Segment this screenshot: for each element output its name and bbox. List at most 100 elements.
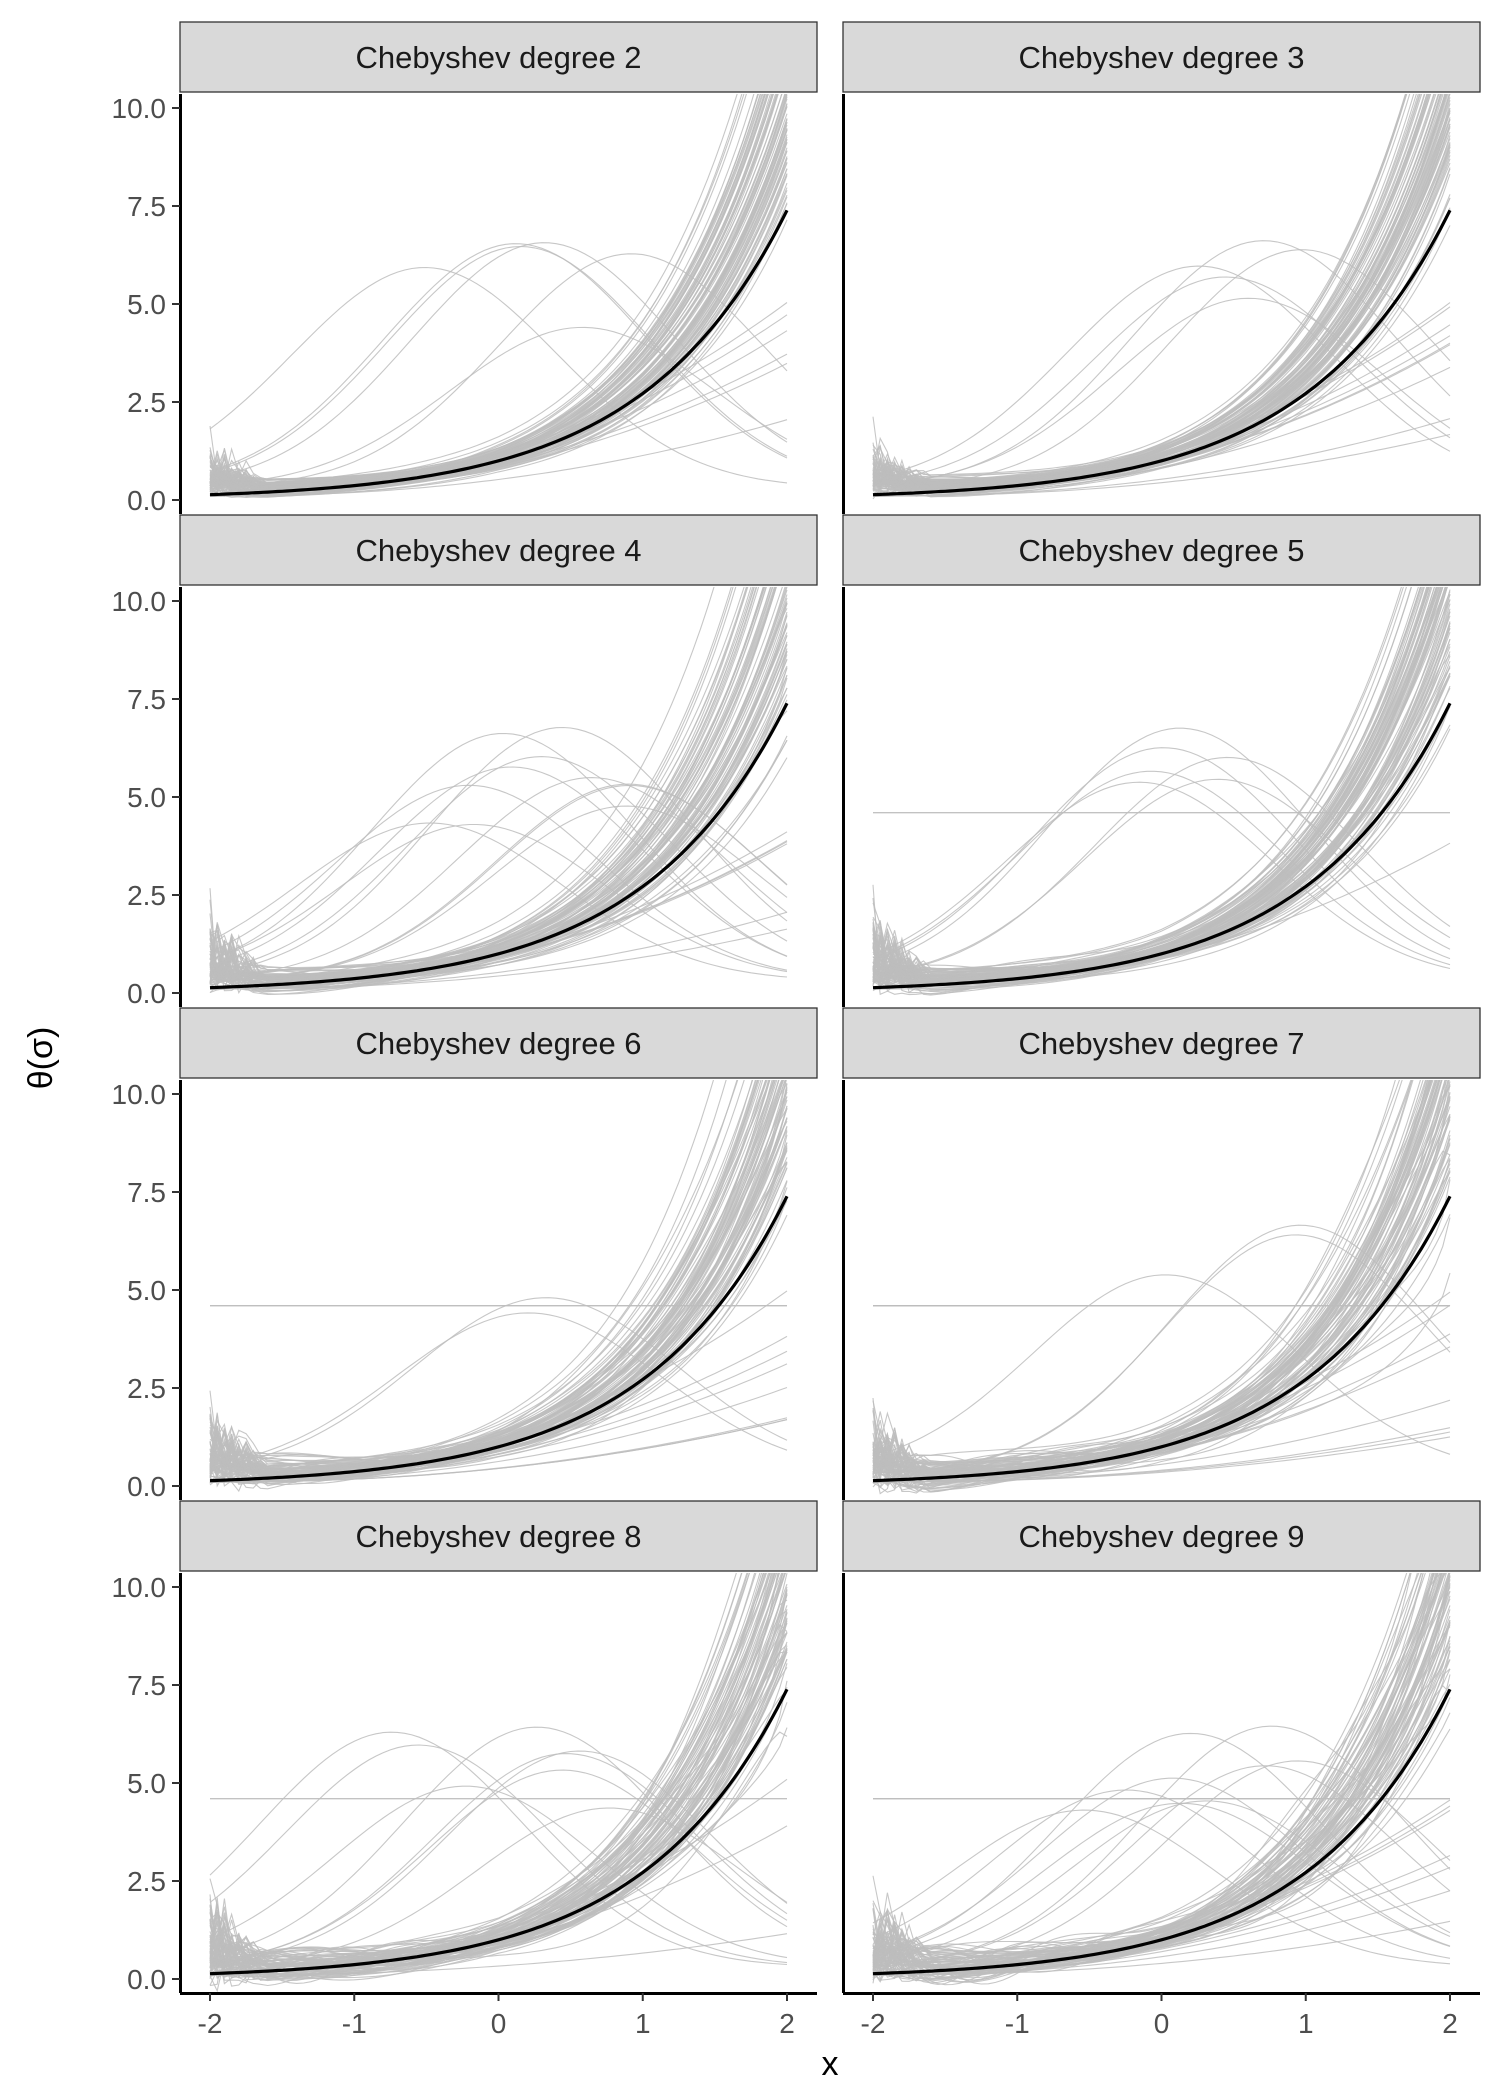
true-curve: [872, 1688, 1452, 1976]
facet-strip: Chebyshev degree 3: [842, 21, 1481, 93]
x-tick-label: 0: [491, 2008, 507, 2039]
facet-strip: Chebyshev degree 6: [179, 1007, 818, 1079]
simulated-curve: [209, 1622, 788, 1977]
simulated-curve: [209, 587, 787, 988]
simulated-curve: [209, 1632, 788, 1975]
simulated-curve: [872, 94, 1417, 480]
simulated-curve: [209, 1080, 727, 1475]
simulated-curve: [209, 1091, 788, 1479]
simulated-curve: [873, 366, 1451, 497]
y-tick-label: 2.5: [127, 387, 166, 418]
simulated-curve: [209, 665, 788, 992]
simulated-curve: [872, 94, 1444, 491]
simulated-curve: [209, 1080, 776, 1477]
y-tick-label: 5.0: [127, 1275, 166, 1306]
simulated-curve: [872, 1080, 1439, 1484]
simulated-curve: [872, 727, 1451, 965]
simulated-curve: [209, 1573, 774, 1966]
y-tick-label: 7.5: [127, 191, 166, 222]
simulated-curve: [209, 823, 788, 973]
simulated-curve: [873, 1890, 1451, 1976]
simulated-curve: [872, 1809, 1451, 1965]
simulated-curve: [209, 1080, 778, 1479]
simulated-curve: [872, 1080, 1429, 1464]
facet-panel: Chebyshev degree 7: [842, 1007, 1481, 1500]
simulated-curve: [872, 781, 1451, 970]
x-tick-label: 2: [779, 2008, 795, 2039]
simulated-curve: [872, 1138, 1451, 1481]
simulated-curve: [209, 1573, 767, 1976]
simulated-curve: [872, 110, 1451, 489]
strip-background: [179, 21, 818, 93]
simulated-curve: [210, 831, 788, 990]
y-tick-label: 0.0: [127, 1471, 166, 1502]
simulated-curve: [210, 1417, 788, 1483]
y-tick-label: 5.0: [127, 289, 166, 320]
simulated-curve: [872, 94, 1439, 487]
simulated-curve: [209, 202, 788, 496]
simulated-curve: [209, 1080, 759, 1473]
simulated-curve: [872, 94, 1431, 490]
simulated-curve: [872, 94, 1437, 494]
simulated-curves: [209, 1080, 788, 1493]
simulated-curve: [209, 1080, 738, 1472]
simulated-curve: [209, 1573, 786, 1971]
simulated-curve: [210, 353, 788, 497]
simulated-curve: [872, 1080, 1396, 1466]
simulated-curve: [209, 594, 788, 969]
simulated-curve: [872, 1802, 1451, 1957]
strip-label: Chebyshev degree 7: [1018, 1026, 1304, 1061]
simulated-curve: [209, 1080, 739, 1478]
simulated-curve: [209, 587, 734, 984]
simulated-curve: [872, 123, 1451, 488]
simulated-curve: [872, 94, 1451, 487]
simulated-curve: [872, 1573, 1443, 1981]
simulated-curve: [872, 1800, 1451, 1961]
simulated-curve: [210, 147, 788, 493]
simulated-curve: [872, 1624, 1451, 1974]
true-curve: [872, 702, 1452, 990]
simulated-curve: [209, 766, 788, 966]
simulated-curve: [872, 147, 1451, 488]
simulated-curve: [209, 96, 788, 484]
simulated-curve: [209, 726, 788, 975]
simulated-curve: [209, 1573, 765, 1967]
y-tick-label: 10.0: [112, 1572, 167, 1603]
simulated-curve: [872, 587, 1437, 982]
true-curve: [209, 209, 789, 497]
simulated-curve: [872, 1668, 1451, 1974]
simulated-curve: [209, 587, 772, 985]
simulated-curve: [209, 587, 786, 980]
simulated-curve: [209, 587, 766, 979]
simulated-curve: [872, 1573, 1450, 1979]
strip-background: [842, 21, 1481, 93]
y-tick-label: 10.0: [112, 586, 167, 617]
simulated-curve: [872, 1080, 1401, 1481]
simulated-curve: [209, 94, 738, 487]
simulated-curve: [209, 740, 788, 989]
simulated-curve: [209, 651, 788, 977]
simulated-curve: [209, 1083, 788, 1481]
y-tick-label: 2.5: [127, 880, 166, 911]
x-tick-label: 2: [1442, 2008, 1458, 2039]
simulated-curve: [209, 94, 773, 488]
simulated-curve: [209, 587, 773, 992]
simulated-curve: [872, 1080, 1449, 1478]
x-tick-label: 1: [635, 2008, 651, 2039]
simulated-curve: [872, 608, 1451, 977]
simulated-curve: [209, 182, 788, 498]
simulated-curve: [209, 1573, 748, 1980]
facet-strip: Chebyshev degree 2: [179, 21, 818, 93]
simulated-curve: [872, 1080, 1430, 1473]
simulated-curve: [873, 433, 1451, 497]
simulated-curve: [209, 266, 788, 484]
facet-panel: Chebyshev degree 3: [842, 21, 1481, 514]
simulated-curve: [872, 621, 1451, 984]
true-curve: [872, 209, 1452, 497]
simulated-curve: [872, 1573, 1424, 1981]
simulated-curve: [209, 136, 788, 497]
simulated-curve: [872, 1573, 1439, 1974]
simulated-curve: [872, 103, 1451, 479]
simulated-curve: [872, 1573, 1438, 1973]
simulated-curve: [872, 131, 1451, 487]
